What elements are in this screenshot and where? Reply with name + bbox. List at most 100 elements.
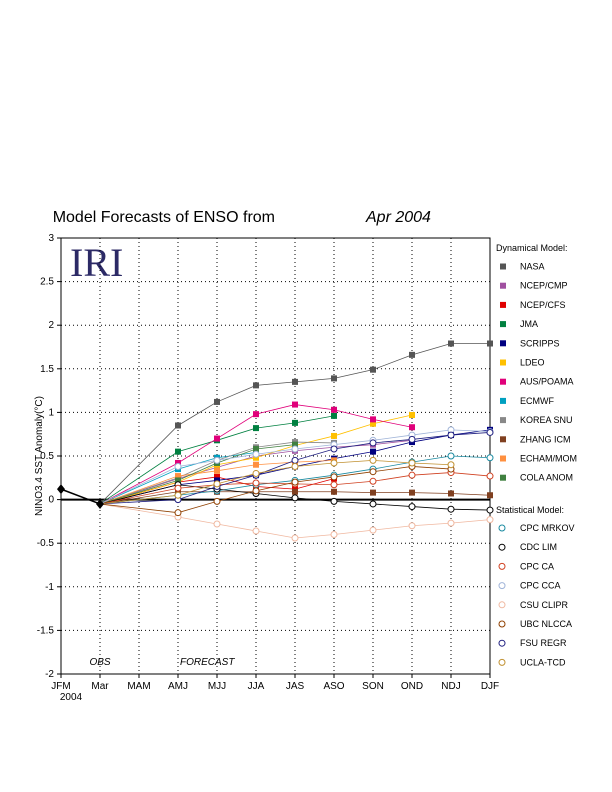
- data-point: [291, 478, 299, 486]
- series-line: [99, 459, 335, 505]
- legend-marker: [500, 417, 506, 424]
- series-line: [99, 441, 335, 505]
- data-point: [447, 452, 455, 460]
- chart-title: Model Forecasts of ENSO from Apr 2004: [53, 209, 431, 226]
- data-point: [369, 477, 377, 485]
- data-point: [174, 491, 182, 499]
- series-line: [99, 459, 452, 505]
- legend-header-dynamical: Dynamical Model:: [496, 243, 568, 253]
- data-point: [486, 454, 494, 462]
- data-point: [214, 435, 220, 442]
- data-point: [253, 411, 259, 418]
- y-tick-label: -0.5: [37, 538, 55, 549]
- x-tick-label: ASO: [323, 681, 344, 692]
- data-point: [447, 461, 455, 469]
- legend-marker: [500, 436, 506, 443]
- data-point: [487, 340, 493, 347]
- x-tick-label: OND: [401, 681, 423, 692]
- data-point: [331, 375, 337, 382]
- data-point: [409, 424, 415, 431]
- data-point: [253, 446, 259, 453]
- observed-point: [96, 498, 104, 509]
- y-axis-label: NINO3.4 SST Anomaly(°C): [34, 396, 45, 516]
- obs-annotation: OBS: [89, 657, 110, 668]
- data-point: [448, 340, 454, 347]
- data-point: [291, 456, 299, 464]
- y-tick-label: 1: [48, 407, 54, 418]
- y-tick-label: -2: [45, 669, 54, 680]
- forecast-annotation: FORECAST: [180, 657, 235, 668]
- data-point: [369, 526, 377, 534]
- data-point: [408, 459, 416, 467]
- data-point: [213, 520, 221, 528]
- legend: Dynamical Model: NASA NCEP/CMP NCEP/CFS JMA S…: [496, 243, 577, 667]
- data-point: [213, 480, 221, 488]
- legend-marker: [500, 397, 506, 404]
- data-point: [252, 487, 260, 495]
- data-point: [447, 519, 455, 527]
- data-point: [331, 406, 337, 413]
- data-point: [252, 527, 260, 535]
- legend-marker: [500, 301, 506, 308]
- data-point: [213, 497, 221, 505]
- data-point: [486, 472, 494, 480]
- legend-label: LDEO: [520, 358, 545, 368]
- x-tick-label: AMJ: [168, 681, 188, 692]
- x-tick-label: JJA: [248, 681, 265, 692]
- legend-label: CDC LIM: [520, 542, 557, 552]
- data-point: [330, 473, 338, 481]
- legend-label: FSU REGR: [520, 638, 567, 648]
- data-point: [486, 516, 494, 524]
- legend-marker: [500, 378, 506, 385]
- data-point: [447, 431, 455, 439]
- legend-marker: [500, 455, 506, 462]
- legend-label: KOREA SNU: [520, 415, 573, 425]
- x-tick-label: DJF: [481, 681, 499, 692]
- data-point: [292, 488, 298, 495]
- data-point: [409, 351, 415, 358]
- data-point: [330, 459, 338, 467]
- x-tick-label: JFM: [51, 681, 70, 692]
- observed-line: [60, 488, 101, 505]
- legend-marker: [500, 282, 506, 289]
- legend-marker: [500, 474, 506, 481]
- legend-label: NCEP/CFS: [520, 300, 566, 310]
- legend-marker: [498, 582, 506, 590]
- data-point: [213, 456, 221, 464]
- x-year-label: 2004: [60, 692, 83, 703]
- data-point: [369, 456, 377, 464]
- legend-label: ECHAM/MOM: [520, 454, 577, 464]
- data-point: [214, 467, 220, 474]
- data-point: [370, 448, 376, 455]
- series-line: [99, 484, 491, 511]
- data-point: [252, 469, 260, 477]
- series-line: [99, 432, 491, 505]
- legend-label: CPC CA: [520, 561, 554, 571]
- legend-marker: [498, 658, 506, 666]
- plot-area: -2 -1.5 -1 -0.5 0 0.5 1 1.5 2 2.5 3 JFM Mar MAM AMJ MJJ…: [34, 233, 499, 703]
- x-tick-label: JAS: [286, 681, 305, 692]
- data-point: [330, 497, 338, 505]
- legend-marker: [500, 321, 506, 328]
- data-point: [253, 425, 259, 432]
- data-point: [214, 473, 220, 480]
- legend-marker: [498, 601, 506, 609]
- legend-label: CSU CLIPR: [520, 600, 569, 610]
- data-point: [409, 489, 415, 496]
- data-point: [291, 494, 299, 502]
- data-point: [292, 441, 298, 448]
- x-tick-label: Mar: [91, 681, 109, 692]
- data-point: [408, 522, 416, 530]
- data-point: [174, 462, 182, 470]
- y-tick-label: 2: [48, 320, 54, 331]
- chart-title-date: Apr 2004: [365, 209, 431, 226]
- y-tick-label: 3: [48, 233, 54, 244]
- data-point: [292, 401, 298, 408]
- data-point: [370, 489, 376, 496]
- data-point: [370, 416, 376, 423]
- legend-label: ECMWF: [520, 396, 554, 406]
- data-point: [369, 500, 377, 508]
- data-point: [291, 534, 299, 542]
- data-point: [330, 481, 338, 489]
